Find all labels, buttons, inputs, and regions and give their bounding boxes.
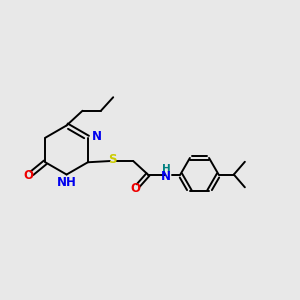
Text: N: N [161, 170, 171, 183]
Text: N: N [92, 130, 101, 143]
Text: H: H [162, 164, 171, 174]
Text: S: S [109, 153, 117, 166]
Text: O: O [130, 182, 140, 194]
Text: NH: NH [57, 176, 76, 190]
Text: O: O [23, 169, 33, 182]
